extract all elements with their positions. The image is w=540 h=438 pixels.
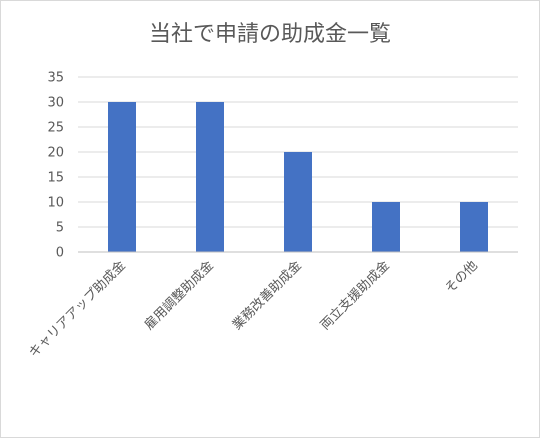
bar-2 <box>284 152 312 252</box>
x-category-label: その他 <box>443 258 481 296</box>
y-tick-label: 20 <box>47 146 64 161</box>
bar-1 <box>196 102 224 252</box>
y-tick-label: 5 <box>56 221 64 236</box>
y-tick-label: 30 <box>47 96 64 111</box>
x-category-label: 雇用調整助成金 <box>141 258 217 334</box>
y-tick-label: 25 <box>47 121 64 136</box>
chart-title: 当社で申請の助成金一覧 <box>148 22 391 47</box>
bar-4 <box>460 202 488 252</box>
y-tick-label: 35 <box>47 71 64 86</box>
bar-0 <box>108 102 136 252</box>
bar-3 <box>372 202 400 252</box>
x-category-label: 両立支援助成金 <box>317 258 393 334</box>
x-category-label: 業務改善助成金 <box>229 258 305 334</box>
x-category-label: キャリアアップ助成金 <box>26 258 129 361</box>
y-tick-label: 0 <box>56 246 64 261</box>
y-tick-label: 10 <box>47 196 64 211</box>
y-tick-label: 15 <box>47 171 64 186</box>
